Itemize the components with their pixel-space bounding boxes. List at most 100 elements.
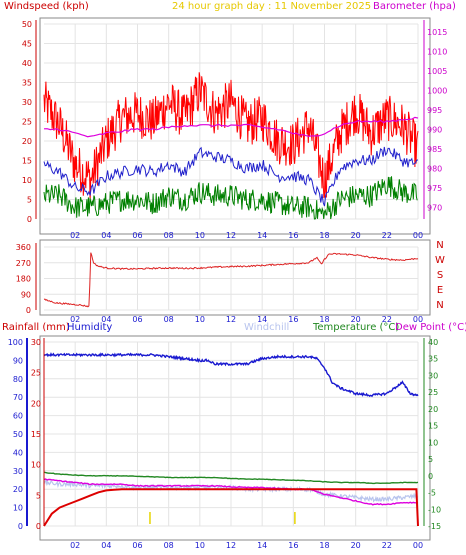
dewpoint-title: Dew Point (°C) (395, 322, 466, 333)
barometer-y-tick-label: 980 (427, 164, 442, 173)
temperature-y-tick-label: 25 (428, 388, 438, 397)
humidity-y-tick-label: 10 (13, 504, 23, 513)
barometer-y-tick-label: 1005 (427, 67, 447, 76)
direction-x-tick-label: 16 (288, 315, 298, 324)
temperature-y-tick-label: 30 (428, 371, 438, 380)
wind-x-tick-label: 22 (382, 231, 392, 240)
temperature-y-tick-label: -5 (428, 489, 436, 498)
temperature-x-tick-label: 04 (101, 541, 111, 550)
temperature-y-tick-label: 15 (428, 422, 438, 431)
barometer-y-tick-label: 990 (427, 125, 442, 134)
dewpoint-series (43, 478, 419, 506)
direction-x-tick-label: 02 (70, 315, 80, 324)
wind-y-tick-label: 45 (22, 40, 32, 49)
direction-x-tick-label: 12 (226, 315, 236, 324)
temperature-title: Temperature (°C) (312, 322, 399, 333)
humidity-series (43, 352, 419, 398)
wind-x-tick-label: 00 (413, 231, 423, 240)
humidity-y-tick-label: 80 (13, 375, 23, 384)
humidity-y-tick-label: 0 (18, 522, 23, 531)
wind-direction-series (43, 252, 419, 308)
barometer-y-tick-label: 975 (427, 184, 442, 193)
rainfall-y-tick-label: 15 (31, 430, 41, 439)
temperature-x-tick-label: 18 (319, 541, 329, 550)
temperature-panel-frame (39, 335, 431, 541)
temperature-x-tick-label: 06 (132, 541, 142, 550)
temperature-x-tick-label: 22 (382, 541, 392, 550)
barometer-y-tick-label: 1000 (427, 86, 447, 95)
temperature-y-tick-label: 0 (428, 472, 433, 481)
temperature-y-tick-label: 5 (428, 455, 433, 464)
compass-label: S (437, 270, 443, 281)
windspeed-title: Windspeed (kph) (4, 1, 89, 12)
temperature-x-tick-label: 02 (70, 541, 80, 550)
temperature-x-tick-label: 12 (226, 541, 236, 550)
wind-y-tick-label: 10 (22, 176, 32, 185)
barometer-y-tick-label: 995 (427, 106, 442, 115)
barometer-y-tick-label: 1015 (427, 28, 447, 37)
rainfall-y-tick-label: 10 (31, 461, 41, 470)
rainfall-y-tick-label: 5 (36, 491, 41, 500)
wind-lull-series (43, 176, 418, 220)
direction-x-tick-label: 22 (382, 315, 392, 324)
temperature-y-tick-label: 40 (428, 338, 438, 347)
wind-panel-frame (39, 17, 431, 235)
direction-y-tick-label: 270 (16, 259, 31, 268)
barometer-y-tick-label: 1010 (427, 47, 447, 56)
humidity-y-tick-label: 50 (13, 430, 23, 439)
wind-y-tick-label: 25 (22, 118, 32, 127)
rainfall-y-tick-label: 30 (31, 338, 41, 347)
rainfall-series (43, 488, 419, 527)
humidity-y-tick-label: 40 (13, 448, 23, 457)
wind-x-tick-label: 06 (132, 231, 142, 240)
wind-x-tick-label: 02 (70, 231, 80, 240)
rainfall-title: Rainfall (mm) (2, 322, 70, 333)
humidity-y-tick-label: 100 (8, 338, 23, 347)
wind-y-tick-label: 5 (27, 196, 32, 205)
wind-y-tick-label: 0 (27, 215, 32, 224)
wind-x-tick-label: 18 (319, 231, 329, 240)
date-title: 24 hour graph day : 11 November 2025 (172, 1, 371, 12)
barometer-y-tick-label: 970 (427, 203, 442, 212)
direction-y-tick-label: 180 (16, 275, 31, 284)
humidity-y-tick-label: 20 (13, 485, 23, 494)
wind-x-tick-label: 04 (101, 231, 111, 240)
temperature-y-tick-label: 10 (428, 438, 438, 447)
wind-x-tick-label: 12 (226, 231, 236, 240)
humidity-title: Humidity (67, 322, 112, 333)
barometer-title: Barometer (hpa) (373, 1, 456, 12)
humidity-y-tick-label: 30 (13, 467, 23, 476)
wind-y-tick-label: 20 (22, 137, 32, 146)
temperature-x-tick-label: 16 (288, 541, 298, 550)
temperature-y-tick-label: 20 (428, 405, 438, 414)
rainfall-y-tick-label: 20 (31, 399, 41, 408)
wind-x-tick-label: 20 (351, 231, 361, 240)
wind-y-tick-label: 40 (22, 59, 32, 68)
windchill-title: Windchill (244, 322, 289, 333)
humidity-y-tick-label: 90 (13, 356, 23, 365)
barometer-series (43, 116, 419, 138)
direction-x-tick-label: 10 (195, 315, 205, 324)
temperature-x-tick-label: 08 (164, 541, 174, 550)
compass-label: N (436, 240, 443, 251)
direction-x-tick-label: 08 (164, 315, 174, 324)
temperature-y-tick-label: -15 (428, 522, 441, 531)
wind-x-tick-label: 16 (288, 231, 298, 240)
direction-y-tick-label: 90 (21, 290, 31, 299)
barometer-y-tick-label: 985 (427, 145, 442, 154)
temperature-y-tick-label: -10 (428, 505, 441, 514)
wind-y-tick-label: 15 (22, 157, 32, 166)
wind-x-tick-label: 08 (164, 231, 174, 240)
direction-y-tick-label: 0 (26, 306, 31, 315)
wind-y-tick-label: 50 (22, 20, 32, 29)
temperature-series (43, 471, 419, 485)
wind-y-tick-label: 30 (22, 98, 32, 107)
rainfall-y-tick-label: 25 (31, 369, 41, 378)
humidity-y-tick-label: 60 (13, 412, 23, 421)
direction-x-tick-label: 20 (351, 315, 361, 324)
wind-y-tick-label: 35 (22, 79, 32, 88)
temperature-x-tick-label: 00 (413, 541, 423, 550)
temperature-y-tick-label: 35 (428, 355, 438, 364)
